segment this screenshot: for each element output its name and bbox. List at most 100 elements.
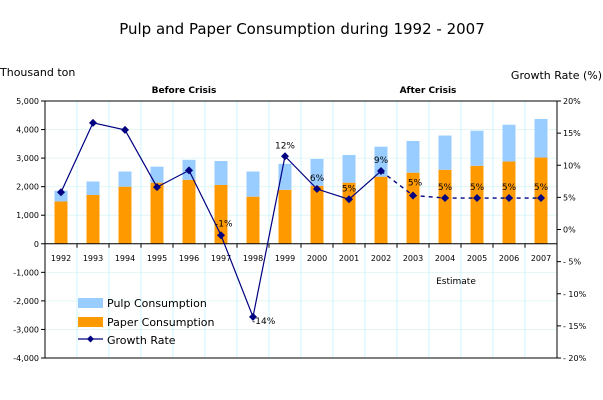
x-tick-label-2002: 2002 (371, 254, 391, 263)
estimate-label: Estimate (436, 277, 476, 287)
left-tick-label: 1,000 (16, 211, 39, 220)
x-tick-label-2000: 2000 (307, 254, 327, 263)
bar-paper-1996 (182, 179, 196, 244)
growth-marker-1996 (185, 166, 193, 175)
data-label-2002: 9% (374, 156, 389, 166)
growth-marker-1997 (217, 231, 225, 240)
after-crisis-label: After Crisis (400, 86, 457, 96)
data-label-2003: 5% (408, 178, 423, 188)
growth-marker-2001 (345, 195, 353, 204)
bar-paper-1999 (278, 189, 292, 244)
bar-paper-1992 (54, 201, 68, 244)
data-label-2005: 5% (470, 183, 485, 193)
growth-marker-1993 (89, 118, 97, 127)
x-tick-label-1998: 1998 (243, 254, 263, 263)
right-tick-label: 0% (563, 226, 576, 235)
bar-pulp-2004 (438, 135, 452, 170)
growth-marker-1999 (281, 152, 289, 161)
axes: 5,000 4,000 3,000 2,000 1,000 0 -1,000 -2,000 -3… (13, 97, 586, 363)
bar-paper-2004 (438, 169, 452, 244)
growth-marker-2003 (409, 191, 417, 200)
bars (54, 118, 548, 244)
data-label-2007: 5% (534, 183, 549, 193)
left-axis-title: Thousand ton (0, 66, 75, 79)
data-label-2006: 5% (502, 183, 517, 193)
bar-paper-2003 (406, 172, 420, 244)
left-tick-label: -1,000 (13, 268, 39, 277)
bar-pulp-1997 (214, 160, 228, 185)
x-tick-label-2007: 2007 (531, 254, 551, 263)
bar-pulp-2003 (406, 140, 420, 173)
legend-label-paper: Paper Consumption (107, 316, 215, 329)
bar-paper-2002 (374, 176, 388, 244)
x-tick-label-1996: 1996 (179, 254, 199, 263)
growth-marker-2005 (473, 194, 481, 203)
x-tick-label-1992: 1992 (51, 254, 71, 263)
chart-title: Pulp and Paper Consumption during 1992 -… (119, 20, 485, 38)
left-tick-label: 0 (34, 240, 39, 249)
bar-pulp-1994 (118, 171, 132, 187)
growth-marker-1998 (249, 312, 257, 321)
data-label-1998: -14% (252, 317, 276, 327)
growth-marker-2007 (537, 194, 545, 203)
right-tick-label: - 20% (563, 354, 587, 363)
right-tick-label: - 10% (563, 290, 587, 299)
data-labels: -1% -14% 12% 6% 5% 9% 5% 5% 5% 5% 5% (215, 141, 549, 327)
x-tick-label-2004: 2004 (435, 254, 455, 263)
legend-swatch-paper (78, 317, 103, 327)
right-axis-title: Growth Rate (%) (511, 69, 602, 82)
growth-marker-2006 (505, 194, 513, 203)
x-tick-label-1999: 1999 (275, 254, 295, 263)
right-tick-label: - 5% (563, 258, 582, 267)
legend-label-pulp: Pulp Consumption (107, 297, 207, 310)
legend-label-growth: Growth Rate (107, 334, 176, 347)
right-tick-label: 10% (563, 161, 581, 170)
bar-pulp-1998 (246, 171, 260, 197)
bar-pulp-2006 (502, 124, 516, 162)
legend-marker-growth (87, 335, 94, 343)
growth-line (57, 118, 545, 321)
left-tick-label: 2,000 (16, 183, 39, 192)
bar-paper-1998 (246, 196, 260, 244)
bar-paper-1993 (86, 194, 100, 244)
data-label-2000: 6% (310, 174, 325, 184)
left-tick-label: 5,000 (16, 97, 39, 106)
before-crisis-label: Before Crisis (152, 86, 217, 96)
legend-swatch-pulp (78, 298, 103, 308)
bar-paper-2006 (502, 161, 516, 244)
data-label-1997: -1% (215, 219, 233, 229)
bar-pulp-2007 (534, 118, 548, 158)
x-tick-label-1993: 1993 (83, 254, 103, 263)
bar-pulp-2005 (470, 130, 484, 166)
bar-paper-1995 (150, 182, 164, 244)
growth-marker-1994 (121, 125, 129, 134)
right-tick-label: 15% (563, 129, 581, 138)
bar-pulp-2001 (342, 154, 356, 183)
bar-pulp-2000 (310, 158, 324, 186)
legend: Pulp Consumption Paper Consumption Growt… (78, 297, 215, 347)
x-tick-label-1995: 1995 (147, 254, 167, 263)
bar-pulp-2002 (374, 146, 388, 177)
right-tick-label: - 15% (563, 322, 587, 331)
x-tick-label-2003: 2003 (403, 254, 423, 263)
growth-line-estimate (380, 170, 541, 199)
data-label-2001: 5% (342, 184, 357, 194)
bar-pulp-1993 (86, 181, 100, 195)
gridlines (45, 101, 557, 358)
left-tick-label: -4,000 (13, 354, 39, 363)
growth-marker-1995 (153, 183, 161, 192)
growth-marker-1992 (57, 188, 65, 197)
x-tick-label-2006: 2006 (499, 254, 519, 263)
bar-paper-1994 (118, 186, 132, 244)
x-tick-label-2005: 2005 (467, 254, 487, 263)
x-tick-label-2001: 2001 (339, 254, 359, 263)
left-tick-label: -2,000 (13, 297, 39, 306)
left-tick-label: 3,000 (16, 154, 39, 163)
data-label-2004: 5% (438, 183, 453, 193)
left-tick-label: -3,000 (13, 325, 39, 334)
x-tick-label-1997: 1997 (211, 254, 231, 263)
growth-marker-2000 (313, 185, 321, 194)
growth-marker-2004 (441, 194, 449, 203)
bar-pulp-1995 (150, 166, 164, 183)
x-tick-label-1994: 1994 (115, 254, 135, 263)
